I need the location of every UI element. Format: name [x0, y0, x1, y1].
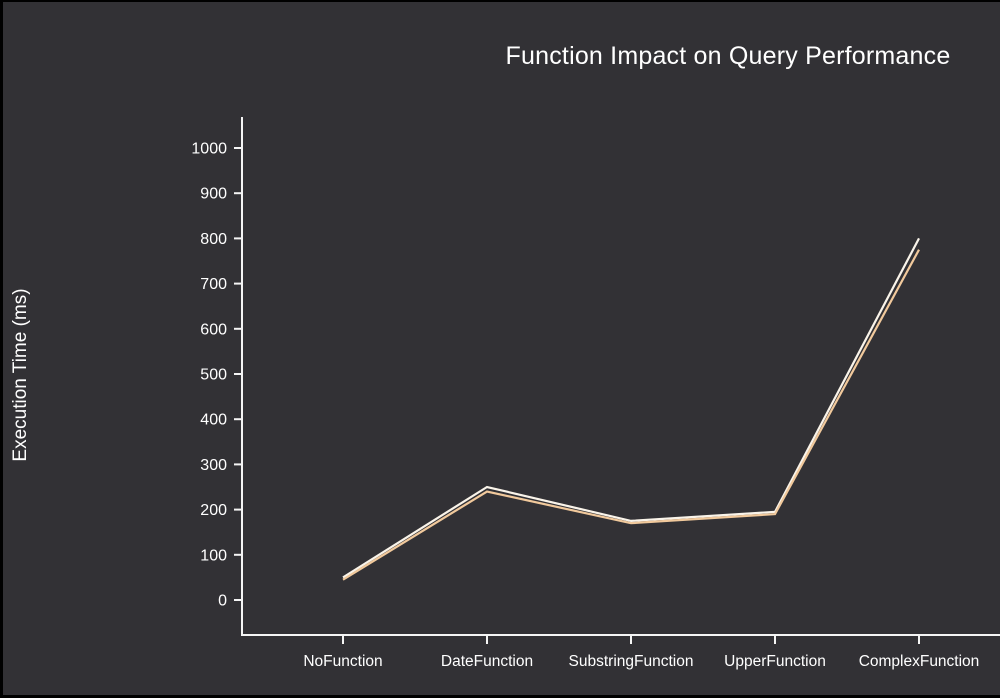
- series-upper-line: [342, 237, 920, 579]
- y-tick-label: 100: [200, 547, 227, 564]
- x-tick-label: SubstringFunction: [569, 653, 694, 670]
- y-tick-label: 900: [200, 186, 227, 203]
- y-tick-label: 500: [200, 367, 227, 384]
- y-tick-label: 300: [200, 457, 227, 474]
- y-tick-label: 0: [218, 593, 227, 610]
- chart-title: Function Impact on Query Performance: [505, 42, 951, 70]
- x-tick-label: ComplexFunction: [859, 653, 980, 670]
- y-tick-label: 200: [200, 502, 227, 519]
- window-edge-bottom: [0, 695, 1000, 698]
- window-edge-left: [0, 0, 3, 698]
- y-tick-label: 1000: [191, 141, 227, 158]
- window-edge-top: [0, 0, 1000, 2]
- y-tick-label: 400: [200, 412, 227, 429]
- x-tick-label: DateFunction: [441, 653, 533, 670]
- x-tick-label: NoFunction: [303, 653, 382, 670]
- x-tick-label: UpperFunction: [724, 653, 826, 670]
- y-tick-label: 600: [200, 321, 227, 338]
- series-lower-line: [342, 249, 920, 581]
- y-tick-label: 700: [200, 276, 227, 293]
- y-tick-label: 800: [200, 231, 227, 248]
